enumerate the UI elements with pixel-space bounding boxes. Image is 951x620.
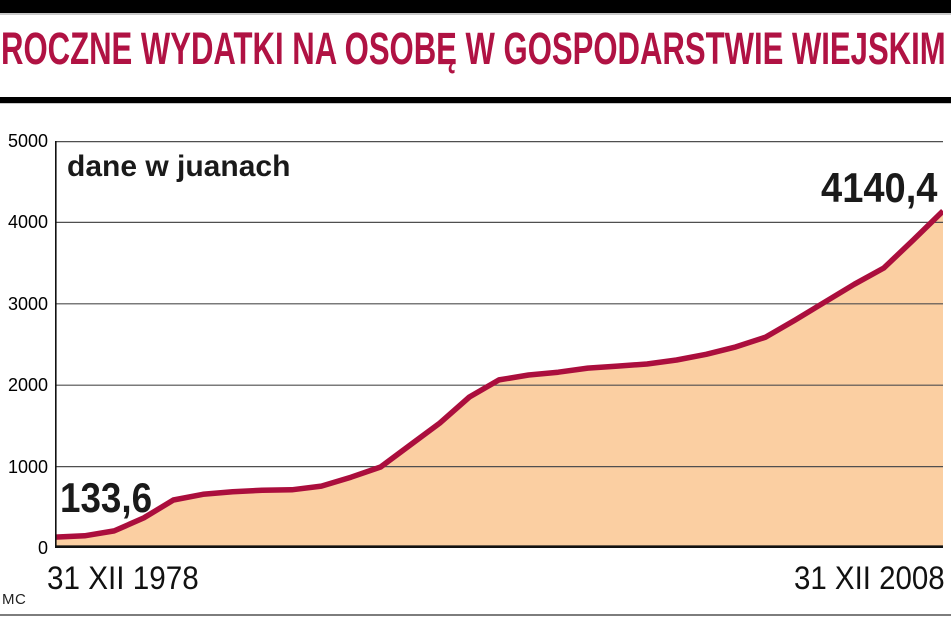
y-axis-tick-label-3000: 3000 [7, 293, 48, 314]
y-axis-tick-label-5000: 5000 [7, 131, 48, 151]
y-axis-tick-label-2000: 2000 [7, 375, 48, 396]
area-fill [55, 211, 943, 548]
page-title: ROCZNE WYDATKI NA OSOBĘ W GOSPODARSTWIE … [1, 23, 946, 74]
y-axis-tick-label-0: 0 [37, 538, 48, 558]
x-axis-label-start: 31 XII 1978 [47, 560, 199, 596]
unit-note-label: dane w juanach [67, 150, 291, 183]
start-value-label: 133,6 [60, 474, 153, 521]
trend-line [55, 209, 943, 540]
title-divider-bar [0, 97, 951, 104]
bottom-divider-line [0, 614, 951, 616]
expenditure-area-chart [55, 141, 943, 548]
end-value-label: 4140,4 [820, 164, 937, 211]
credit-label: MC [2, 591, 27, 608]
top-black-bar [0, 0, 951, 15]
y-axis-tick-label-1000: 1000 [7, 456, 48, 477]
x-axis-label-end: 31 XII 2008 [794, 560, 945, 596]
y-axis-tick-label-4000: 4000 [7, 212, 48, 233]
